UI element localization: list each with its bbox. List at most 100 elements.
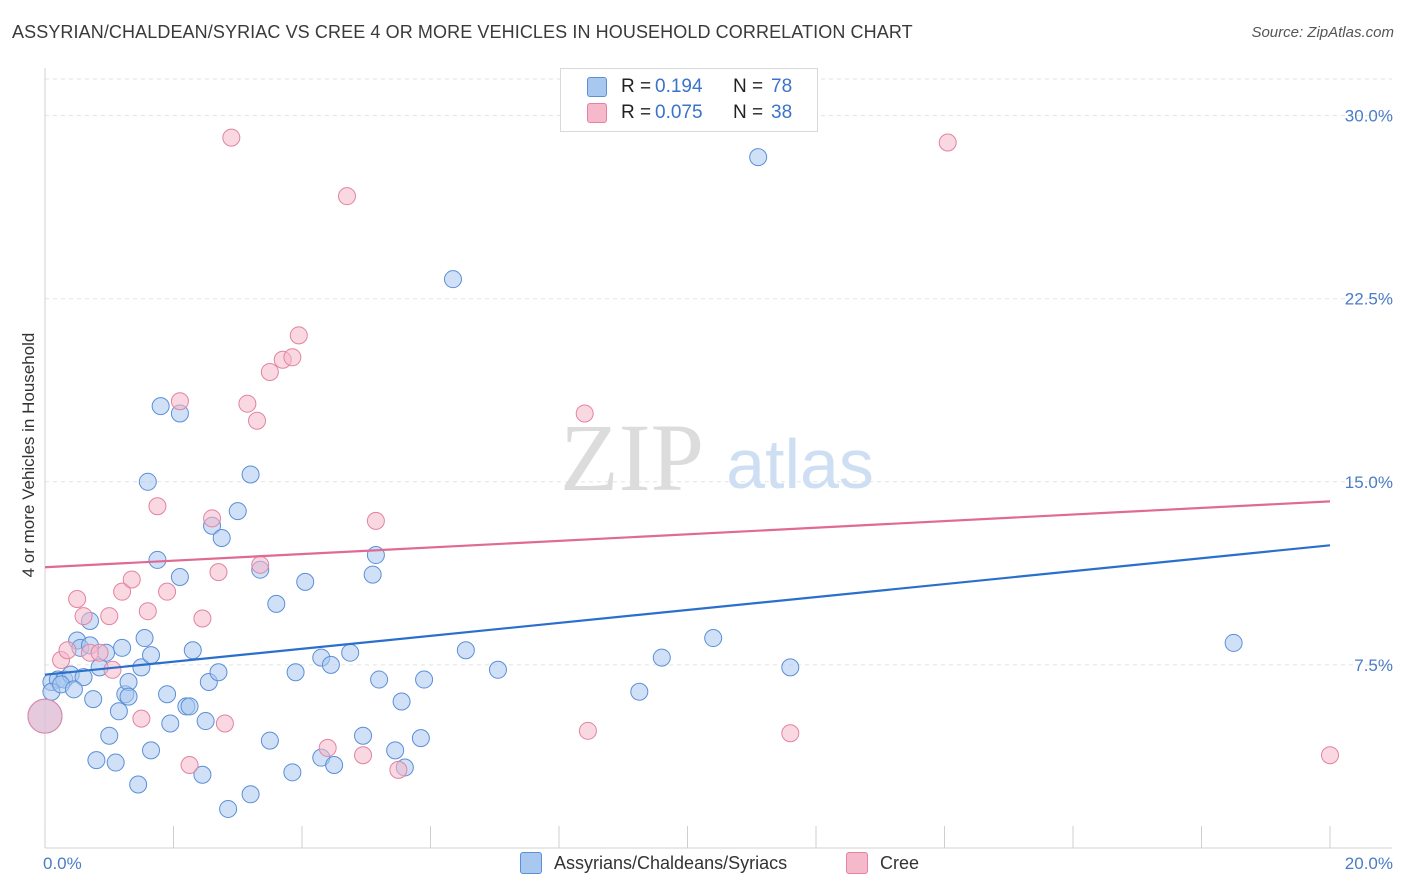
data-point [113,638,132,657]
data-point [87,751,106,770]
data-point [415,670,434,689]
data-point [158,582,177,601]
data-point [135,629,154,648]
data-point [84,690,103,709]
data-point [27,698,63,734]
data-point [119,687,138,706]
data-point [325,755,344,774]
data-point [289,326,308,345]
data-point [180,755,199,774]
r-label: R = [621,76,652,97]
data-point [781,658,800,677]
data-point [781,724,800,743]
data-point [142,646,161,665]
data-point [100,607,119,626]
data-point [370,670,389,689]
data-point [578,721,597,740]
data-point [389,760,408,779]
stats-row-assyrian: R = 0.194 N = 78 [587,74,792,100]
legend-swatch-assyrian [587,77,607,97]
data-point [241,785,260,804]
data-point [260,731,279,750]
watermark-atlas: atlas [726,425,874,503]
y-tick-label: 22.5% [1345,290,1393,309]
data-point [161,714,180,733]
trend-line [44,544,1331,676]
data-point [170,568,189,587]
data-point [575,404,594,423]
trend-line [44,500,1331,569]
data-point [366,511,385,530]
data-point [318,738,337,757]
data-point [354,746,373,765]
data-point [652,648,671,667]
n-label: N = [733,102,764,123]
data-point [321,655,340,674]
data-point [132,658,151,677]
stats-legend: R = 0.194 N = 78 R = 0.075 N = 38 [560,68,818,132]
data-point [122,570,141,589]
data-point [103,660,122,679]
data-point [113,582,132,601]
y-tick-label: 7.5% [1354,656,1393,675]
grid-lines [45,78,1392,666]
data-point [260,362,279,381]
tick-labels: 7.5% 15.0% 22.5% 30.0% 0.0% 20.0% [43,107,1393,873]
data-point [296,572,315,591]
data-point [138,472,157,491]
legend-item-assyrian[interactable]: Assyrians/Chaldeans/Syriacs [520,852,787,874]
r-value: 0.194 [655,76,703,97]
y-tick-label: 30.0% [1345,107,1393,126]
legend-item-cree[interactable]: Cree [846,852,919,874]
data-point [138,602,157,621]
data-point [251,555,270,574]
data-point [90,643,109,662]
x-tick-label: 0.0% [43,854,82,873]
data-point [148,497,167,516]
y-axis-label: 4 or more Vehicles in Household [19,333,38,578]
n-value: 38 [771,102,793,123]
data-point [354,726,373,745]
data-point [219,799,238,818]
data-point [704,629,723,648]
data-point [283,763,302,782]
legend-label-assyrian: Assyrians/Chaldeans/Syriacs [554,852,788,873]
data-point [228,502,247,521]
data-point [109,702,128,721]
data-point [248,411,267,430]
r-label: R = [621,102,652,123]
stats-row-cree: R = 0.075 N = 38 [587,100,792,126]
legend-label-cree: Cree [880,852,920,873]
trend-lines [44,500,1331,676]
data-point [74,607,93,626]
data-point [170,392,189,411]
axes [44,68,1392,849]
data-point [488,660,507,679]
legend-swatch-cree [846,852,868,874]
r-value: 0.075 [655,102,703,123]
data-point [212,528,231,547]
data-point [337,187,356,206]
data-point [196,712,215,731]
data-point [180,697,199,716]
data-point [1321,746,1339,765]
data-point [1224,633,1243,652]
data-point [241,465,260,484]
data-point [193,765,212,784]
data-point [363,565,382,584]
data-point [238,394,257,413]
data-point [222,128,241,147]
data-point [456,641,475,660]
data-point [411,729,430,748]
data-point [386,741,405,760]
data-point [193,609,212,628]
data-point [64,680,83,699]
data-point [58,641,77,660]
data-point [215,714,234,733]
n-value: 78 [771,76,793,97]
legend-swatch-assyrian [520,852,542,874]
x-tick-label: 20.0% [1345,854,1393,873]
watermark: ZIP atlas [560,404,874,511]
data-point [341,643,360,662]
